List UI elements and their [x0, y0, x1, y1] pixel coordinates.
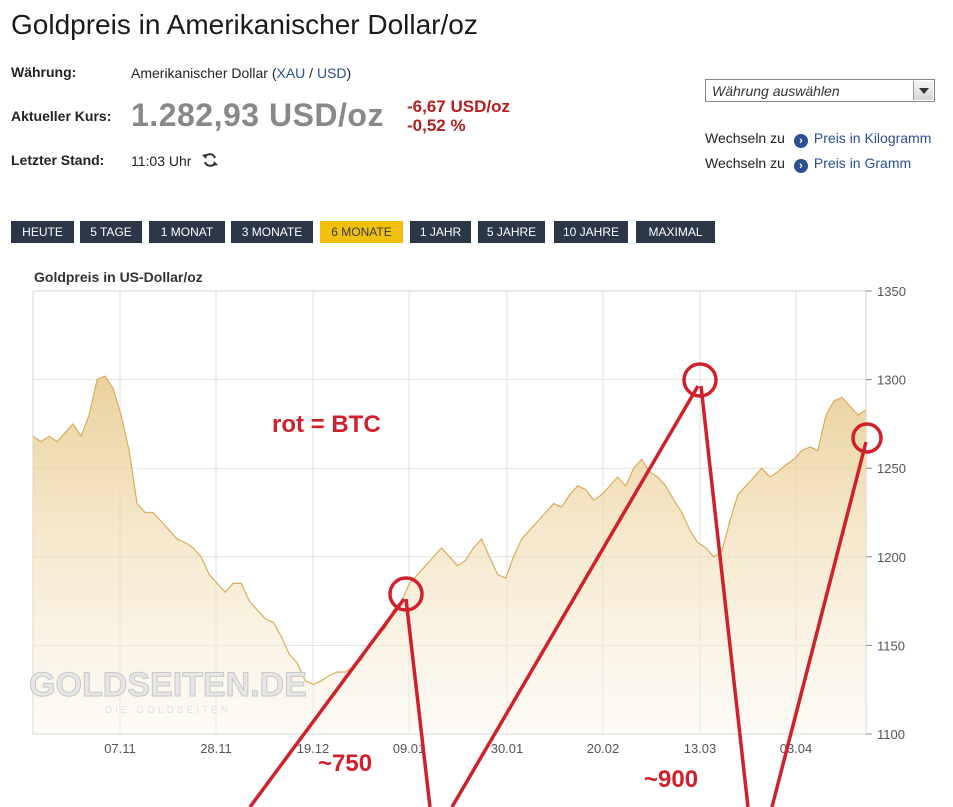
- x-tick-label: 28.11: [200, 741, 232, 756]
- y-tick-label: 1300: [877, 373, 906, 388]
- annotation-circle-2: [682, 362, 718, 398]
- currency-separator: /: [305, 65, 317, 81]
- gold-price-chart: Goldpreis in US-Dollar/oz 1100 1150 1200 12…: [0, 250, 953, 807]
- tab-1-monat[interactable]: 1 MONAT: [149, 221, 225, 243]
- switch-gram-row: Wechseln zu › Preis in Gramm: [705, 155, 911, 173]
- chevron-right-icon: ›: [793, 159, 808, 173]
- annotation-circle-3: [851, 422, 883, 454]
- btc-annotations: rot = BTC ~750 ~900: [248, 362, 883, 807]
- chevron-down-icon[interactable]: [913, 81, 933, 100]
- chart-axes: 1100 1150 1200 1250 1300 1350 07.11 28.11 19.12 0…: [104, 284, 906, 756]
- tab-6-monate[interactable]: 6 MONATE: [320, 221, 403, 243]
- price-line: [32, 375, 867, 686]
- tab-maximal[interactable]: MAXIMAL: [636, 221, 715, 243]
- x-tick-label: 30.01: [491, 741, 524, 756]
- tab-5-jahre[interactable]: 5 JAHRE: [478, 221, 545, 243]
- xau-link[interactable]: XAU: [276, 65, 306, 81]
- watermark-subtitle: DIE GOLDSEITEN: [105, 705, 231, 716]
- y-tick-label: 1350: [877, 284, 906, 299]
- price-area: [33, 376, 866, 734]
- chevron-right-icon: ›: [793, 134, 808, 148]
- y-tick-label: 1200: [877, 550, 906, 565]
- annotation-arrow-1a: [248, 597, 406, 807]
- current-price-value: 1.282,93 USD/oz: [131, 97, 384, 133]
- price-change-absolute: -6,67 USD/oz: [407, 97, 510, 116]
- refresh-icon[interactable]: [202, 152, 218, 168]
- currency-close-paren: ): [346, 65, 352, 81]
- page-title: Goldpreis in Amerikanischer Dollar/oz: [11, 9, 478, 40]
- tab-3-monate[interactable]: 3 MONATE: [231, 221, 313, 243]
- currency-value-text: Amerikanischer Dollar (: [131, 65, 277, 81]
- currency-select-value: Währung auswählen: [712, 83, 840, 99]
- last-update-value: 11:03 Uhr: [131, 153, 192, 169]
- x-tick-label: 07.11: [104, 741, 136, 756]
- tab-1-jahr[interactable]: 1 JAHR: [410, 221, 471, 243]
- annotation-arrow-1b: [404, 598, 432, 807]
- price-change-percent: -0,52 %: [407, 116, 466, 135]
- last-update-label: Letzter Stand:: [11, 152, 105, 168]
- annotation-label-900: ~900: [644, 766, 698, 793]
- x-tick-label: 09.01: [393, 741, 426, 756]
- x-tick-label: 20.02: [587, 741, 620, 756]
- currency-select[interactable]: Währung auswählen: [705, 79, 935, 102]
- tab-10-jahre[interactable]: 10 JAHRE: [554, 221, 628, 243]
- switch-gram-link[interactable]: Preis in Gramm: [813, 155, 912, 171]
- currency-label: Währung:: [11, 64, 77, 80]
- annotation-arrow-2a: [450, 385, 700, 807]
- y-tick-label: 1100: [877, 727, 905, 742]
- annotation-label-750: ~750: [318, 750, 372, 777]
- annotation-legend-text: rot = BTC: [272, 411, 381, 438]
- switch-kilogram-row: Wechseln zu › Preis in Kilogramm: [705, 130, 931, 148]
- annotation-arrow-3: [770, 441, 868, 807]
- tab-heute[interactable]: HEUTE: [11, 221, 74, 243]
- usd-link[interactable]: USD: [316, 65, 347, 81]
- switch-kilogram-link[interactable]: Preis in Kilogramm: [813, 130, 932, 146]
- x-tick-label: 19.12: [297, 741, 330, 756]
- annotation-arrow-2b: [699, 385, 750, 807]
- current-price-label: Aktueller Kurs:: [11, 108, 112, 124]
- chart-title: Goldpreis in US-Dollar/oz: [34, 269, 203, 285]
- y-tick-label: 1150: [877, 638, 905, 653]
- switch-kilogram-prefix: Wechseln zu: [705, 130, 785, 146]
- y-tick-label: 1250: [877, 461, 906, 476]
- switch-gram-prefix: Wechseln zu: [705, 155, 785, 171]
- currency-value: Amerikanischer Dollar (XAU / USD): [131, 65, 351, 81]
- tab-5-tage[interactable]: 5 TAGE: [80, 221, 142, 243]
- x-tick-label: 13.03: [684, 741, 717, 756]
- watermark-logo: GOLDSEITEN.DE: [29, 666, 307, 704]
